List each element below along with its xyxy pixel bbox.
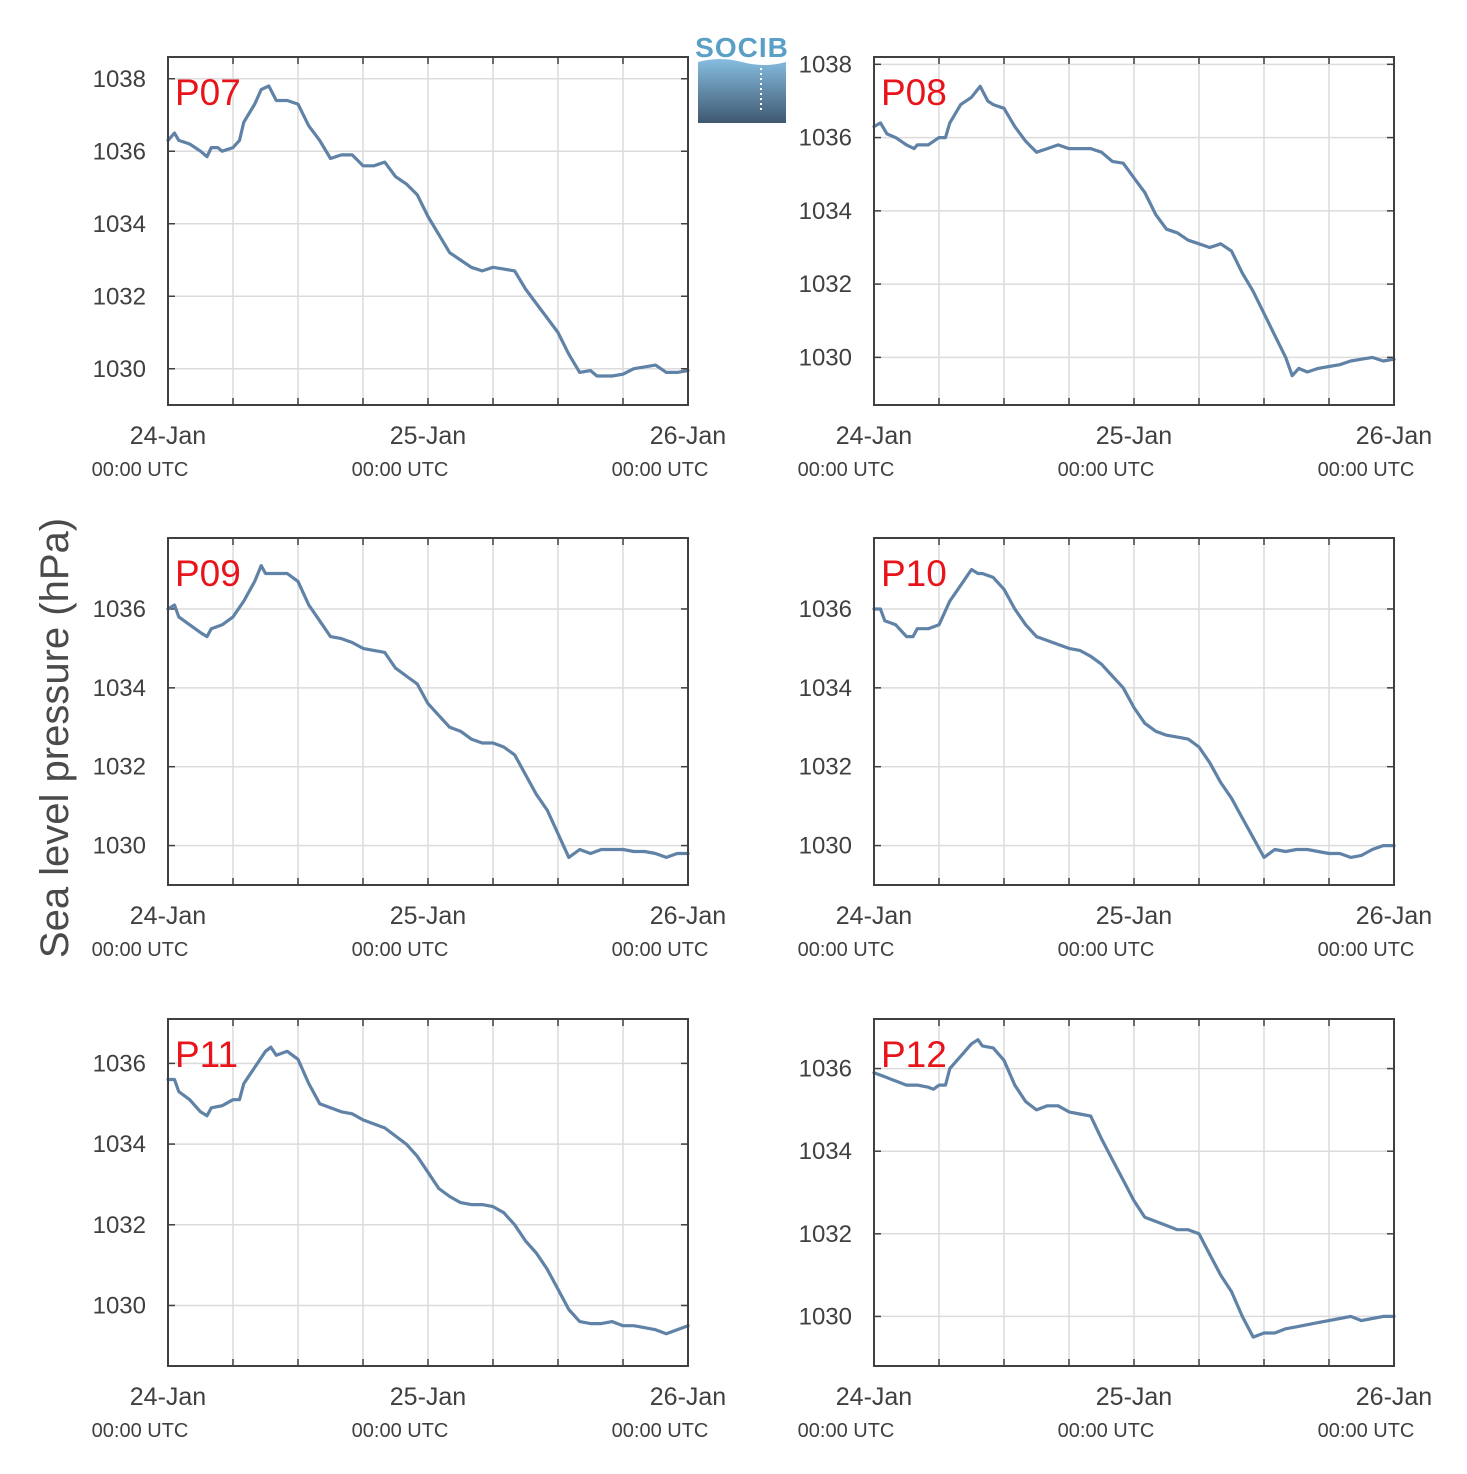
x-tick-label-date: 25-Jan (1096, 1383, 1172, 1411)
series-line (166, 1045, 690, 1336)
panel-label: P08 (881, 72, 947, 113)
y-tick-label: 1030 (93, 1292, 146, 1319)
x-tick-label-time: 00:00 UTC (612, 459, 709, 481)
socib-logo: SOCIB (695, 32, 789, 123)
y-tick-label: 1034 (93, 211, 146, 238)
y-tick-label: 1032 (799, 754, 852, 781)
y-tick-label: 1036 (799, 125, 852, 152)
x-tick-label-time: 00:00 UTC (612, 1420, 709, 1442)
plot-frame (167, 1018, 689, 1367)
panel-label: P09 (175, 553, 241, 594)
y-tick-label: 1034 (799, 198, 852, 225)
x-tick-label-time: 00:00 UTC (1058, 939, 1155, 961)
x-tick-label-time: 00:00 UTC (1058, 1420, 1155, 1442)
chart-panel-p10: 1030 1032 1034 1036 24-Jan 00:00 UTC 25-Jan 00:… (798, 537, 1432, 961)
y-tick-label: 1034 (93, 675, 146, 702)
y-tick-label: 1032 (93, 754, 146, 781)
x-tick-label-time: 00:00 UTC (1058, 459, 1155, 481)
logo-text: SOCIB (695, 32, 789, 63)
chart-panel-p09: 1030 1032 1034 1036 24-Jan 00:00 UTC 25-Jan 00:… (92, 537, 726, 961)
plot-frame (167, 56, 689, 406)
x-tick-label-date: 26-Jan (1356, 1383, 1432, 1411)
panels: 1030 1032 1034 1036 1038 24-Jan 00:00 UTC 25-Ja… (92, 51, 1433, 1442)
x-tick-label-date: 26-Jan (650, 422, 726, 450)
panel-label: P12 (881, 1034, 947, 1075)
x-tick-label-date: 24-Jan (130, 1383, 206, 1411)
y-tick-label: 1030 (799, 1303, 852, 1330)
y-tick-label: 1032 (799, 271, 852, 298)
x-tick-label-time: 00:00 UTC (798, 939, 895, 961)
x-tick-label-time: 00:00 UTC (798, 459, 895, 481)
series-line (872, 1038, 1396, 1339)
y-tick-label: 1030 (93, 833, 146, 860)
y-tick-label: 1032 (93, 1212, 146, 1239)
y-tick-label: 1036 (93, 596, 146, 623)
x-tick-label-date: 25-Jan (390, 1383, 466, 1411)
x-tick-label-date: 26-Jan (1356, 902, 1432, 930)
x-tick-label-date: 24-Jan (836, 902, 912, 930)
x-tick-label-date: 26-Jan (650, 902, 726, 930)
x-tick-label-date: 25-Jan (390, 902, 466, 930)
y-tick-label: 1030 (93, 356, 146, 383)
series-line (872, 567, 1396, 859)
x-tick-label-time: 00:00 UTC (1318, 459, 1415, 481)
chart-panel-p11: 1030 1032 1034 1036 24-Jan 00:00 UTC 25-Jan 00:… (92, 1018, 726, 1442)
plot-frame (873, 537, 1395, 886)
y-tick-label: 1030 (799, 833, 852, 860)
x-tick-label-time: 00:00 UTC (798, 1420, 895, 1442)
x-tick-label-time: 00:00 UTC (92, 459, 189, 481)
y-tick-label: 1030 (799, 344, 852, 371)
y-tick-label: 1034 (799, 675, 852, 702)
plot-frame (873, 1018, 1395, 1367)
y-tick-label: 1036 (799, 1056, 852, 1083)
series-line (872, 84, 1396, 378)
x-tick-label-time: 00:00 UTC (352, 939, 449, 961)
y-axis-label: Sea level pressure (hPa) (33, 518, 77, 958)
chart-panel-p12: 1030 1032 1034 1036 24-Jan 00:00 UTC 25-Jan 00:… (798, 1018, 1432, 1442)
chart-panel-p08: 1030 1032 1034 1036 1038 24-Jan 00:00 UTC 25-Ja… (798, 51, 1433, 481)
plot-frame (167, 537, 689, 886)
y-tick-label: 1034 (93, 1131, 146, 1158)
x-tick-label-time: 00:00 UTC (1318, 939, 1415, 961)
chart-panel-p07: 1030 1032 1034 1036 1038 24-Jan 00:00 UTC 25-Ja… (92, 56, 726, 481)
plot-frame (873, 56, 1395, 406)
series-line (166, 564, 690, 859)
panel-label: P11 (175, 1034, 238, 1075)
x-tick-label-time: 00:00 UTC (92, 939, 189, 961)
x-tick-label-date: 25-Jan (1096, 902, 1172, 930)
x-tick-label-time: 00:00 UTC (352, 1420, 449, 1442)
logo-wave (698, 59, 786, 123)
x-tick-label-date: 25-Jan (1096, 422, 1172, 450)
x-tick-label-date: 26-Jan (650, 1383, 726, 1411)
y-tick-label: 1038 (799, 51, 852, 78)
x-tick-label-time: 00:00 UTC (92, 1420, 189, 1442)
x-tick-label-date: 24-Jan (130, 902, 206, 930)
y-tick-label: 1034 (799, 1138, 852, 1165)
y-tick-label: 1036 (93, 1050, 146, 1077)
y-tick-label: 1032 (93, 283, 146, 310)
x-tick-label-date: 24-Jan (836, 1383, 912, 1411)
panel-label: P10 (881, 553, 947, 594)
y-tick-label: 1038 (93, 66, 146, 93)
x-tick-label-date: 24-Jan (836, 422, 912, 450)
y-tick-label: 1032 (799, 1221, 852, 1248)
y-tick-label: 1036 (93, 138, 146, 165)
x-tick-label-time: 00:00 UTC (612, 939, 709, 961)
y-tick-label: 1036 (799, 596, 852, 623)
x-tick-label-time: 00:00 UTC (1318, 1420, 1415, 1442)
x-tick-label-time: 00:00 UTC (352, 459, 449, 481)
x-tick-label-date: 24-Jan (130, 422, 206, 450)
series-line (166, 84, 690, 378)
x-tick-label-date: 25-Jan (390, 422, 466, 450)
panel-label: P07 (175, 72, 241, 113)
x-tick-label-date: 26-Jan (1356, 422, 1432, 450)
